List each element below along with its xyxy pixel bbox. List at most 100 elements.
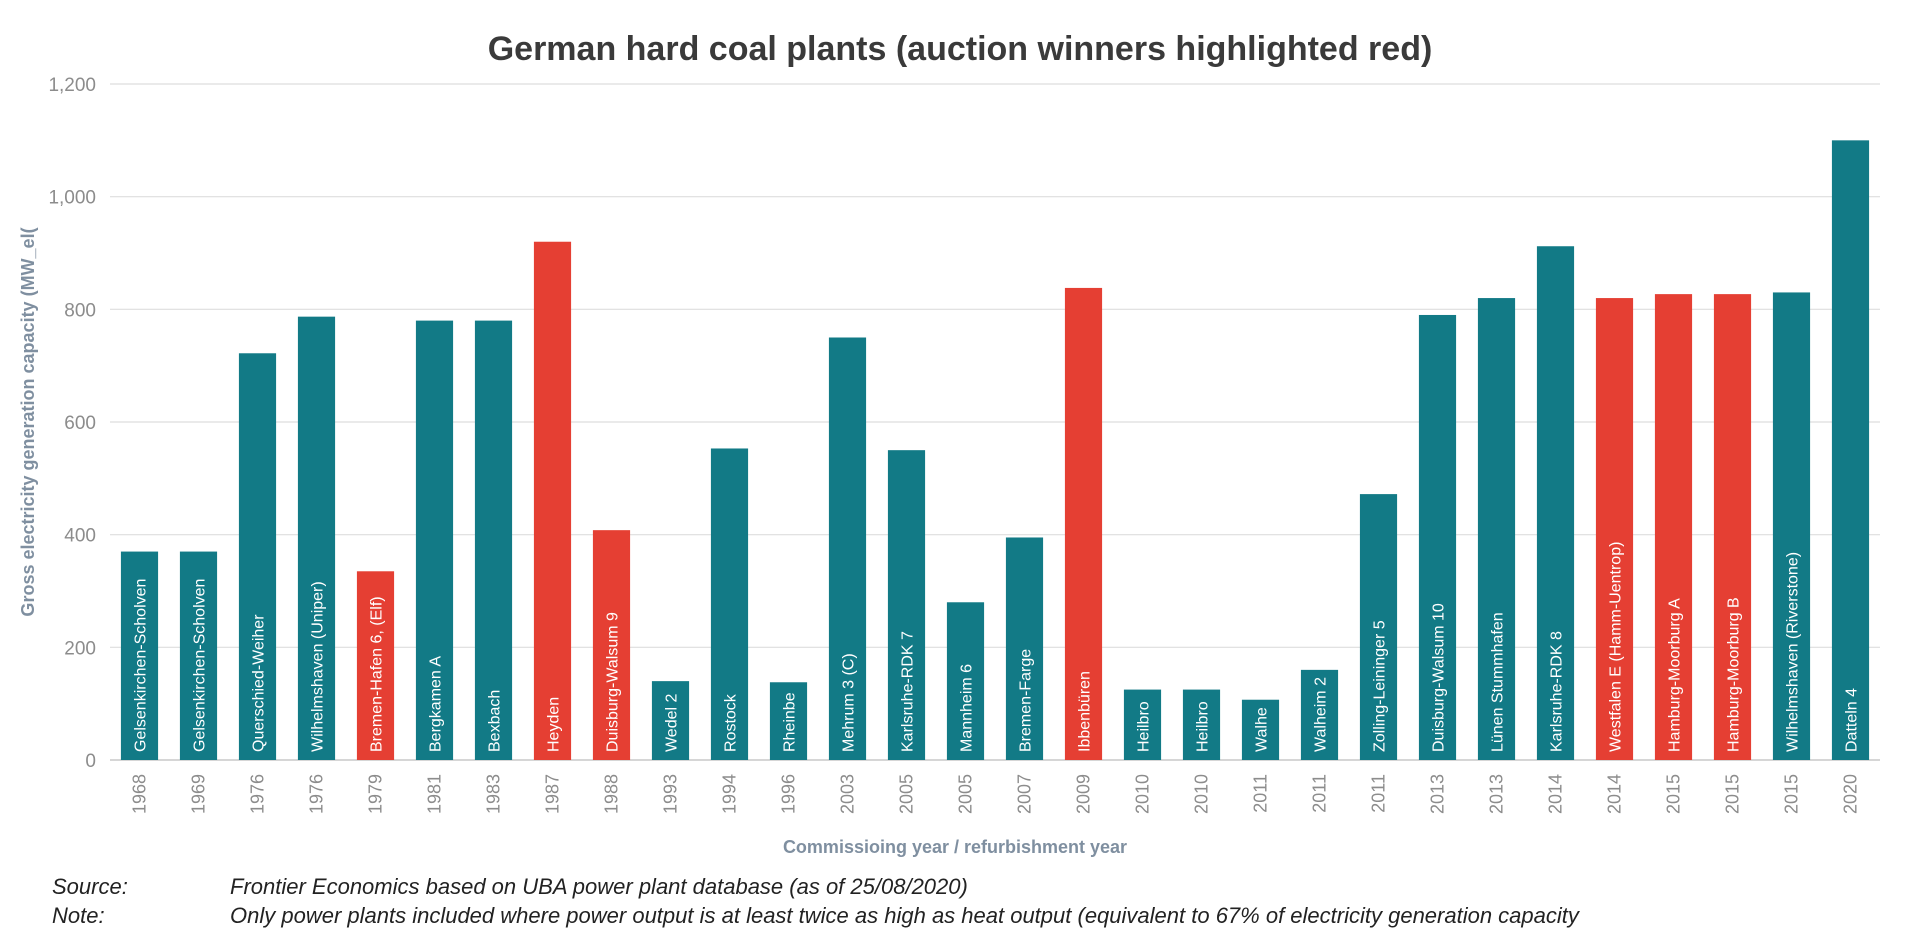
x-tick-label: 2015 xyxy=(1664,774,1684,814)
source-note: Source: Frontier Economics based on UBA p… xyxy=(52,874,968,900)
x-tick-label: 1979 xyxy=(366,774,386,814)
bar-label: Wedel 2 xyxy=(664,693,681,752)
bar xyxy=(1595,298,1634,760)
bar-label: Karlsruhe-RDK 7 xyxy=(900,631,917,752)
bar-label: Ibbenbüren xyxy=(1077,671,1094,752)
y-tick-label: 800 xyxy=(64,300,96,321)
y-axis-title: Gross electricity generation capacity (M… xyxy=(18,227,38,616)
bar xyxy=(533,241,572,760)
bar xyxy=(1064,287,1103,760)
x-tick-label: 2009 xyxy=(1074,774,1094,814)
bars xyxy=(120,140,1870,761)
x-tick-label: 2005 xyxy=(956,774,976,814)
bar xyxy=(356,571,395,760)
bar-label: Duisburg-Walsum 9 xyxy=(605,612,622,752)
bar-label: Hamburg-Moorburg A xyxy=(1667,598,1684,752)
x-tick-label: 1996 xyxy=(779,774,799,814)
bar-labels: Gelsenkirchen-Scholven Gelsenkirchen-Scho… xyxy=(133,542,1861,752)
x-tick-label: 2010 xyxy=(1133,774,1153,814)
bar xyxy=(179,551,218,760)
bar-label: Datteln 4 xyxy=(1844,688,1861,752)
bar-label: Zolling-Leininger 5 xyxy=(1372,620,1389,752)
bar xyxy=(1418,314,1457,760)
x-tick-label: 1993 xyxy=(661,774,681,814)
bar-label: Lünen Stummhafen xyxy=(1490,612,1507,752)
bar xyxy=(1300,669,1339,760)
x-tick-label: 2010 xyxy=(1192,774,1212,814)
x-tick-label: 1983 xyxy=(484,774,504,814)
source-text: Frontier Economics based on UBA power pl… xyxy=(230,874,968,899)
x-tick-label: 2011 xyxy=(1310,774,1330,813)
x-tick-label: 2011 xyxy=(1369,774,1389,813)
bar xyxy=(592,530,631,760)
x-tick-label: 1981 xyxy=(425,774,445,814)
chart-title: German hard coal plants (auction winners… xyxy=(487,30,1433,68)
bar xyxy=(120,551,159,760)
x-tick-label: 1976 xyxy=(307,774,327,814)
bar xyxy=(1831,140,1870,761)
bar-label: Bergkamen A xyxy=(428,656,445,752)
x-tick-label: 1987 xyxy=(543,774,563,814)
bar xyxy=(1654,294,1693,760)
bar xyxy=(1359,494,1398,760)
note-text: Only power plants included where power o… xyxy=(230,903,1579,928)
note: Note: Only power plants included where po… xyxy=(52,903,1579,929)
bar-label: Bremen-Farge xyxy=(1018,649,1035,752)
bar xyxy=(887,450,926,760)
x-tick-label: 2015 xyxy=(1782,774,1802,814)
x-tick-label: 2015 xyxy=(1723,774,1743,814)
bar xyxy=(297,316,336,760)
bar xyxy=(828,337,867,760)
gridlines xyxy=(110,83,1880,761)
x-tick-label: 2003 xyxy=(838,774,858,814)
bar-label: Walheim 2 xyxy=(1313,677,1330,752)
bar-label: Gelsenkirchen-Scholven xyxy=(133,579,150,752)
bar xyxy=(474,320,513,760)
x-tick-label: 1969 xyxy=(189,774,209,814)
y-tick-label: 1,000 xyxy=(48,188,96,209)
x-axis-title: Commissioing year / refurbishment year xyxy=(783,837,1127,857)
x-tick-label: 2014 xyxy=(1546,774,1566,814)
y-tick-label: 0 xyxy=(85,751,96,772)
y-tick-label: 200 xyxy=(64,638,96,659)
bar-label: Hamburg-Moorburg B xyxy=(1726,597,1743,752)
x-tick-label: 1968 xyxy=(130,774,150,814)
bar xyxy=(1772,292,1811,760)
x-tick-label: 1994 xyxy=(720,774,740,814)
bar xyxy=(1477,298,1516,760)
source-label: Source: xyxy=(52,874,128,899)
bar xyxy=(710,448,749,760)
bar xyxy=(1536,246,1575,761)
bar xyxy=(238,353,277,760)
bar-label: Duisburg-Walsum 10 xyxy=(1431,603,1448,752)
bar-label: Mehrum 3 (C) xyxy=(841,653,858,752)
bar-label: Walhe xyxy=(1254,707,1271,752)
bar-label: Gelsenkirchen-Scholven xyxy=(192,579,209,752)
bar xyxy=(1241,699,1280,760)
x-tick-label: 2013 xyxy=(1487,774,1507,814)
note-label: Note: xyxy=(52,903,105,928)
bar xyxy=(1182,689,1221,760)
x-tick-label: 2020 xyxy=(1841,774,1861,814)
x-tick-label: 1976 xyxy=(248,774,268,814)
x-tick-label: 2005 xyxy=(897,774,917,814)
bar xyxy=(1713,294,1752,760)
bar xyxy=(769,682,808,760)
x-tick-label: 2011 xyxy=(1251,774,1271,813)
bar-label: Karlsruhe-RDK 8 xyxy=(1549,631,1566,752)
y-tick-label: 400 xyxy=(64,526,96,547)
bar xyxy=(1005,537,1044,760)
y-tick-label: 600 xyxy=(64,413,96,434)
bar-label: Querschied-Weiher xyxy=(251,614,268,752)
bar-label: Heilbro xyxy=(1195,701,1212,752)
x-tick-label: 2013 xyxy=(1428,774,1448,814)
bar xyxy=(651,681,690,760)
bar-label: Rheinbe xyxy=(782,692,799,752)
bar-label: Bremen-Hafen 6, (Elf) xyxy=(369,596,386,752)
bar xyxy=(415,320,454,760)
bar-label: Wilhelmshaven (Riverstone) xyxy=(1785,552,1802,752)
x-tick-label: 2014 xyxy=(1605,774,1625,814)
bar xyxy=(946,602,985,760)
bar-label: Westfalen E (Hamm-Uentrop) xyxy=(1608,542,1625,752)
bar xyxy=(1123,689,1162,760)
